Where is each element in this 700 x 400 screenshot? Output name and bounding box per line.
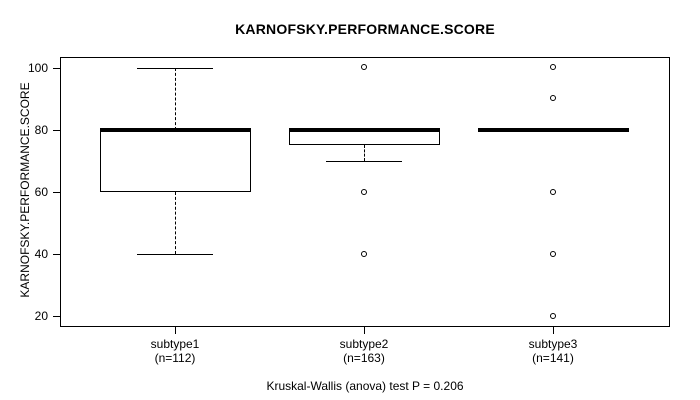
lower-whisker-cap [137,254,213,256]
y-tick-mark [53,67,60,69]
x-tick-label: subtype1 (n=112) [115,337,235,365]
outlier-point [549,312,556,319]
outlier-point [549,64,556,71]
outlier-point [549,95,556,102]
y-tick-label: 80 [34,122,48,137]
x-tick-label-name: subtype1 [150,337,200,351]
outlier-point [360,64,367,71]
x-tick-label-name: subtype3 [528,337,578,351]
x-tick-mark [553,327,554,334]
y-tick-mark [53,316,60,318]
chart-title: KARNOFSKY.PERFORMANCE.SCORE [235,21,495,37]
x-tick-label-name: subtype2 [339,337,389,351]
median-line [288,127,440,132]
y-tick-mark [53,254,60,256]
upper-whisker-cap [137,67,213,69]
iqr-box [288,129,440,146]
x-tick-mark [364,327,365,334]
y-tick-mark [53,192,60,193]
stat-test-caption: Kruskal-Wallis (anova) test P = 0.206 [266,379,464,393]
iqr-box [99,129,251,192]
median-line [477,127,629,132]
plot-area [60,57,670,327]
lower-whisker-cap [326,160,402,162]
y-tick-label: 60 [34,185,48,199]
outlier-point [549,250,556,257]
y-tick-mark [53,129,60,131]
x-tick-label-count: (n=163) [343,351,385,365]
lower-whisker [175,192,176,255]
y-tick-label: 20 [34,309,48,324]
median-line [99,127,251,132]
upper-whisker [175,67,176,130]
x-tick-label-count: (n=112) [154,351,196,365]
outlier-point [549,188,556,195]
x-tick-mark [175,327,176,334]
outlier-point [360,250,367,257]
y-tick-label: 40 [34,247,48,262]
x-tick-label-count: (n=141) [532,351,574,365]
outlier-point [360,188,367,195]
x-tick-label: subtype2 (n=163) [304,337,424,365]
x-tick-label: subtype3 (n=141) [493,337,613,365]
y-tick-label: 100 [27,60,48,75]
lower-whisker [364,145,365,161]
